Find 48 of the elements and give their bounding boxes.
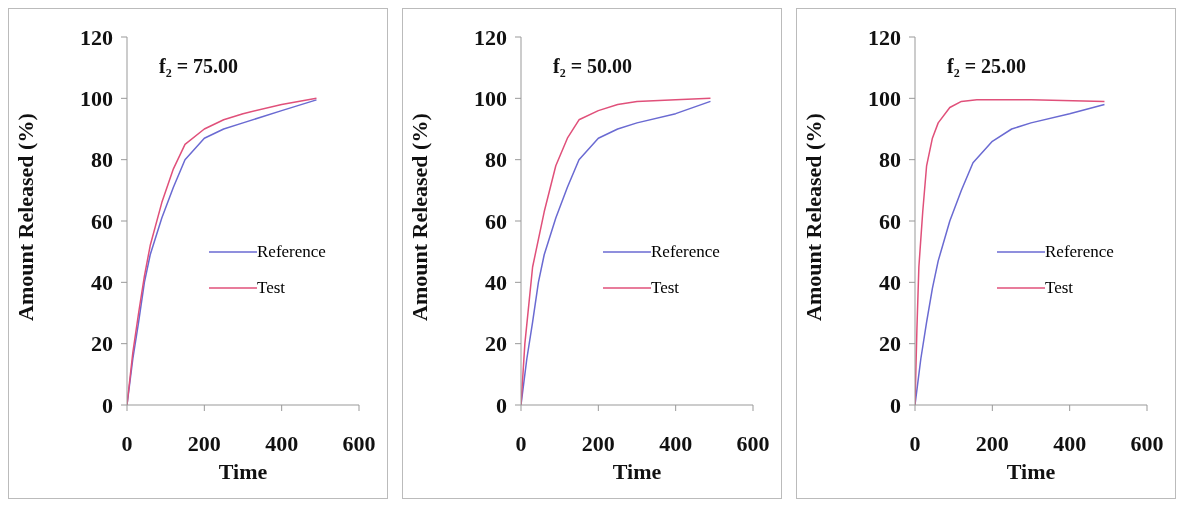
y-tick-label: 120 xyxy=(474,24,507,50)
x-tick-label: 0 xyxy=(515,430,527,456)
y-axis-title: Amount Released (%) xyxy=(12,113,38,321)
annotation: f₂ = 25.00 xyxy=(947,55,1027,78)
y-tick-label: 100 xyxy=(868,86,901,112)
y-tick-label: 0 xyxy=(102,392,113,418)
y-tick-label: 120 xyxy=(80,24,113,50)
y-tick-label: 120 xyxy=(868,24,901,50)
y-tick-label: 80 xyxy=(879,147,901,173)
annotation: f₂ = 50.00 xyxy=(553,55,633,78)
legend-label: Reference xyxy=(651,242,720,262)
y-tick-label: 0 xyxy=(496,392,507,418)
y-axis-title: Amount Released (%) xyxy=(800,113,826,321)
x-tick-label: 200 xyxy=(975,430,1009,456)
y-tick-label: 20 xyxy=(91,331,113,357)
y-tick-label: 100 xyxy=(80,86,113,112)
y-tick-label: 100 xyxy=(474,86,507,112)
legend-label: Test xyxy=(1045,278,1074,298)
y-tick-label: 40 xyxy=(91,270,113,296)
y-axis-title: Amount Released (%) xyxy=(406,113,432,321)
y-tick-label: 20 xyxy=(485,331,507,357)
y-tick-label: 60 xyxy=(91,208,113,234)
x-tick-label: 200 xyxy=(187,430,221,456)
y-tick-label: 80 xyxy=(485,147,507,173)
y-tick-label: 20 xyxy=(879,331,901,357)
x-tick-label: 600 xyxy=(736,430,770,456)
x-tick-label: 400 xyxy=(659,430,693,456)
x-tick-label: 0 xyxy=(121,430,133,456)
x-tick-label: 600 xyxy=(1130,430,1164,456)
legend-label: Test xyxy=(257,278,286,298)
legend-label: Test xyxy=(651,278,680,298)
x-tick-label: 400 xyxy=(1053,430,1087,456)
x-tick-label: 400 xyxy=(265,430,299,456)
annotation: f₂ = 75.00 xyxy=(159,55,239,78)
y-tick-label: 0 xyxy=(890,392,901,418)
legend-label: Reference xyxy=(257,242,326,262)
x-tick-label: 200 xyxy=(581,430,615,456)
y-tick-label: 80 xyxy=(91,147,113,173)
legend-label: Reference xyxy=(1045,242,1114,262)
y-tick-label: 60 xyxy=(485,208,507,234)
y-tick-label: 40 xyxy=(485,270,507,296)
x-axis-title: Time xyxy=(612,459,662,484)
x-axis-title: Time xyxy=(1006,459,1056,484)
x-axis-title: Time xyxy=(218,459,268,484)
y-tick-label: 60 xyxy=(879,208,901,234)
x-tick-label: 600 xyxy=(342,430,376,456)
x-tick-label: 0 xyxy=(909,430,921,456)
y-tick-label: 40 xyxy=(879,270,901,296)
